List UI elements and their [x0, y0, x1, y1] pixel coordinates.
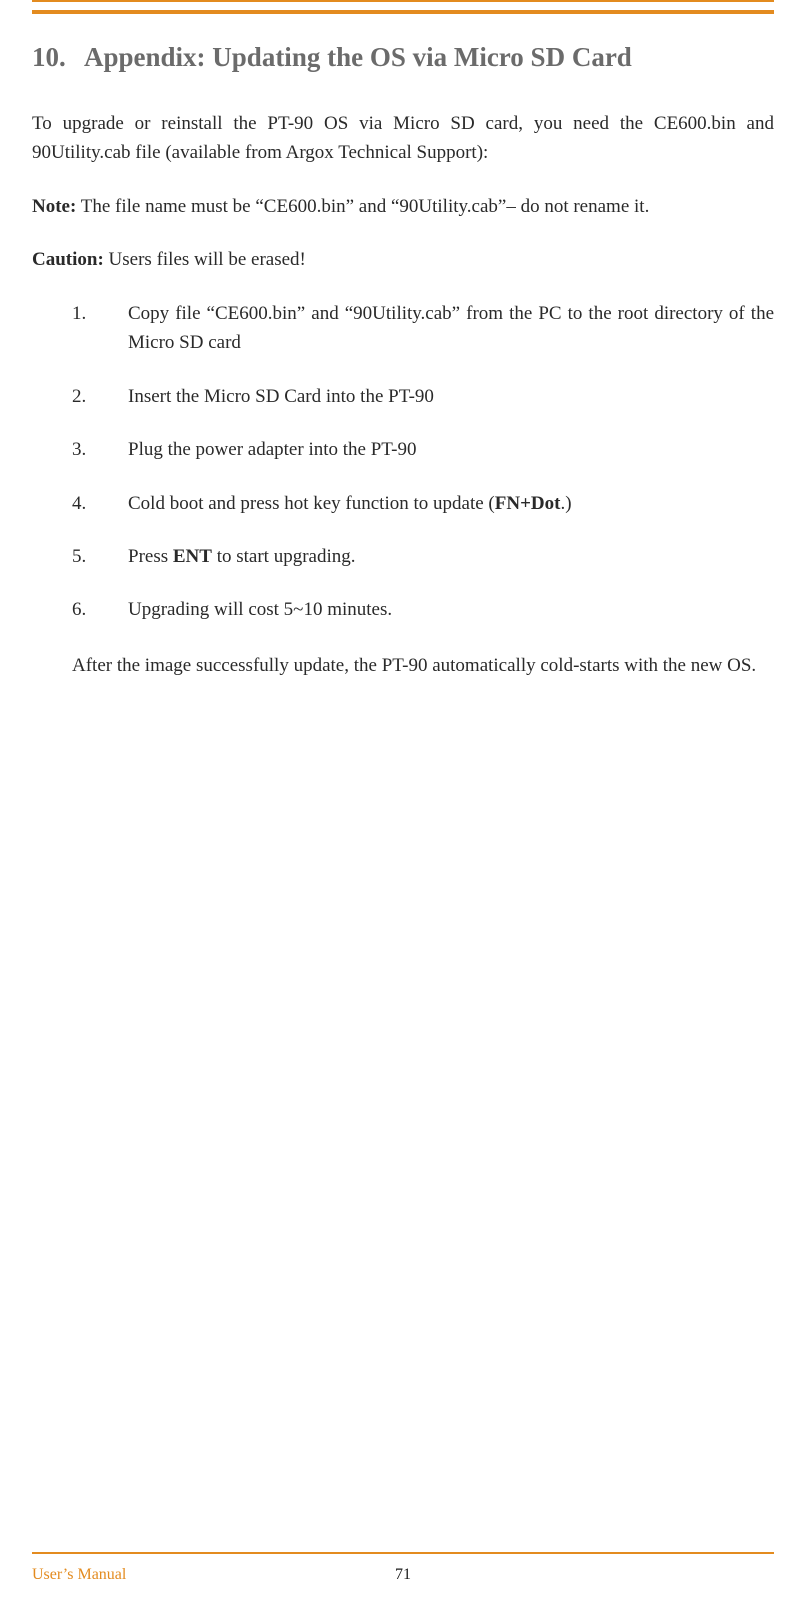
note-label: Note:: [32, 196, 76, 217]
step-number: 6.: [72, 595, 86, 624]
caution-label: Caution:: [32, 249, 104, 270]
step-text-post: .): [560, 493, 571, 514]
section-heading: 10. Appendix: Updating the OS via Micro …: [32, 42, 774, 73]
step-item: 2. Insert the Micro SD Card into the PT-…: [72, 382, 774, 411]
step-text-bold: FN+Dot: [495, 493, 561, 514]
step-list: 1. Copy file “CE600.bin” and “90Utility.…: [32, 299, 774, 625]
step-item: 1. Copy file “CE600.bin” and “90Utility.…: [72, 299, 774, 358]
step-text-bold: ENT: [173, 546, 212, 567]
caution-line: Caution: Users files will be erased!: [32, 245, 774, 274]
top-border-rule: [32, 0, 774, 14]
page: 10. Appendix: Updating the OS via Micro …: [0, 0, 806, 1604]
step-number: 4.: [72, 489, 86, 518]
step-number: 2.: [72, 382, 86, 411]
step-text-pre: Press: [128, 546, 173, 567]
step-text: Upgrading will cost 5~10 minutes.: [128, 599, 392, 620]
page-footer: User’s Manual 71: [32, 1566, 774, 1584]
section-number: 10.: [32, 42, 84, 73]
step-number: 5.: [72, 542, 86, 571]
caution-text: Users files will be erased!: [104, 249, 306, 270]
step-item: 4. Cold boot and press hot key function …: [72, 489, 774, 518]
step-item: 3. Plug the power adapter into the PT-90: [72, 435, 774, 464]
section-title: Appendix: Updating the OS via Micro SD C…: [84, 42, 632, 73]
intro-paragraph: To upgrade or reinstall the PT-90 OS via…: [32, 109, 774, 168]
step-text-pre: Cold boot and press hot key function to …: [128, 493, 495, 514]
step-text: Plug the power adapter into the PT-90: [128, 439, 416, 460]
note-line: Note: The file name must be “CE600.bin” …: [32, 192, 774, 221]
step-number: 1.: [72, 299, 86, 328]
after-paragraph: After the image successfully update, the…: [72, 651, 774, 680]
step-number: 3.: [72, 435, 86, 464]
step-text-post: to start upgrading.: [212, 546, 356, 567]
step-item: 5. Press ENT to start upgrading.: [72, 542, 774, 571]
step-item: 6. Upgrading will cost 5~10 minutes.: [72, 595, 774, 624]
footer-border-rule: [32, 1552, 774, 1554]
note-text: The file name must be “CE600.bin” and “9…: [76, 196, 649, 217]
footer-page-number: 71: [32, 1566, 774, 1584]
step-text: Insert the Micro SD Card into the PT-90: [128, 386, 434, 407]
step-text: Copy file “CE600.bin” and “90Utility.cab…: [128, 303, 774, 353]
